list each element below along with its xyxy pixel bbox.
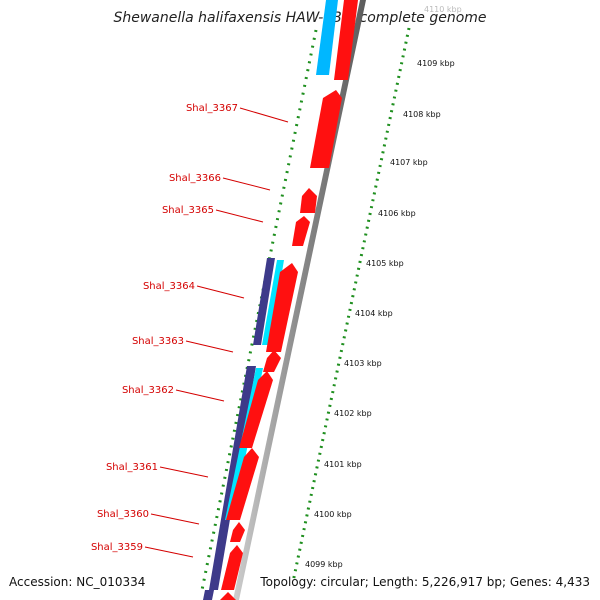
tick-label-partial: 4110 kbp xyxy=(424,5,462,14)
gene-feature xyxy=(263,350,281,372)
gene-feature xyxy=(310,90,342,168)
gene-leader-line xyxy=(196,285,245,299)
tick-label: 4106 kbp xyxy=(378,209,416,218)
gene-feature xyxy=(300,188,317,213)
gene-label: Shal_3360 xyxy=(97,509,149,520)
gene-feature xyxy=(266,263,298,352)
sky-track-segment xyxy=(316,0,338,75)
genome-backbone xyxy=(233,0,366,600)
gene-feature xyxy=(220,592,236,600)
outer-tick-ring xyxy=(291,27,411,583)
gene-label: Shal_3365 xyxy=(162,205,214,216)
gene-label: Shal_3359 xyxy=(91,542,143,553)
purple-track-segment xyxy=(209,366,256,590)
gene-feature xyxy=(292,216,310,246)
gene-leader-line xyxy=(222,177,271,191)
accession-text: Accession: NC_010334 xyxy=(9,575,145,589)
tick-label: 4105 kbp xyxy=(366,259,404,268)
gene-label: Shal_3366 xyxy=(169,173,221,184)
tick-label: 4108 kbp xyxy=(403,110,441,119)
tick-label: 4099 kbp xyxy=(305,560,343,569)
tick-label: 4107 kbp xyxy=(390,158,428,167)
tick-label: 4100 kbp xyxy=(314,510,352,519)
gene-leader-line xyxy=(239,107,289,123)
gene-label: Shal_3367 xyxy=(186,103,238,114)
gene-label: Shal_3364 xyxy=(143,281,195,292)
purple-track-segment xyxy=(253,258,275,345)
map-title: Shewanella halifaxensis HAW-EB4, complet… xyxy=(113,10,486,26)
gene-feature xyxy=(221,545,243,590)
tick-label: 4104 kbp xyxy=(355,309,393,318)
gene-leader-line xyxy=(144,546,194,558)
gene-leader-line xyxy=(150,513,200,525)
gene-label: Shal_3361 xyxy=(106,462,158,473)
tick-label: 4103 kbp xyxy=(344,359,382,368)
gene-leader-line xyxy=(185,340,234,353)
gene-label: Shal_3362 xyxy=(122,385,174,396)
tick-label: 4101 kbp xyxy=(324,460,362,469)
purple-track-segment xyxy=(203,590,214,600)
gene-leader-line xyxy=(215,209,264,223)
gene-label: Shal_3363 xyxy=(132,336,184,347)
gene-leader-line xyxy=(175,389,225,402)
tick-label: 4109 kbp xyxy=(417,59,455,68)
gene-feature xyxy=(334,0,358,80)
topology-text: Topology: circular; Length: 5,226,917 bp… xyxy=(259,575,590,589)
tick-label: 4102 kbp xyxy=(334,409,372,418)
gene-leader-line xyxy=(159,466,209,478)
gene-feature xyxy=(226,448,259,520)
gene-feature xyxy=(230,522,245,542)
gene-feature xyxy=(239,371,273,448)
